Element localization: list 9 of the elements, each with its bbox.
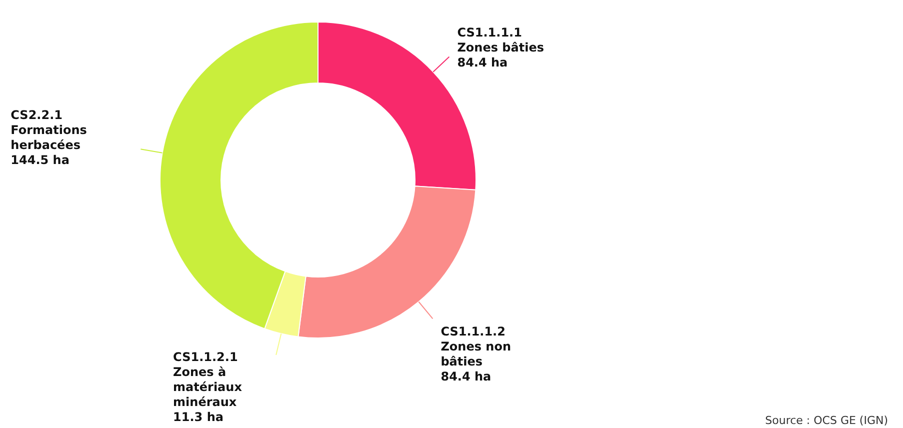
- slice-label: CS1.1.1.2 Zones non bâties: [440, 324, 511, 369]
- slice-label: CS1.1.1.1 Zones bâties: [457, 25, 544, 54]
- slice-label: CS1.1.2.1 Zones à matériaux minéraux: [173, 350, 242, 410]
- data-label: 84.4 ha: [440, 370, 492, 384]
- data-label: 144.5 ha: [10, 153, 70, 168]
- slice-label: CS2.2.1 Formations herbacées: [10, 108, 87, 152]
- source-note: Source : OCS GE (IGN): [765, 414, 888, 427]
- data-label: 11.3 ha: [173, 410, 224, 424]
- data-label: 84.4 ha: [457, 55, 508, 70]
